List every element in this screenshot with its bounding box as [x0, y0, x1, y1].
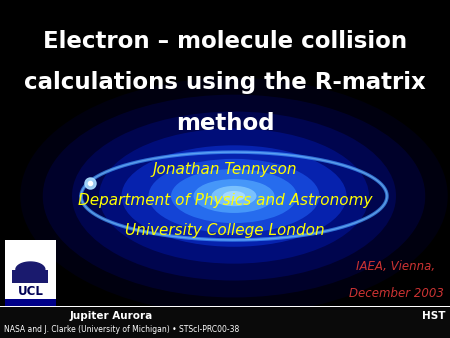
Text: Department of Physics and Astronomy: Department of Physics and Astronomy — [78, 193, 372, 208]
Ellipse shape — [171, 169, 297, 223]
Text: IAEA, Vienna,: IAEA, Vienna, — [356, 260, 436, 273]
Bar — [4, 299, 56, 306]
Ellipse shape — [122, 145, 346, 247]
Text: calculations using the R-matrix: calculations using the R-matrix — [24, 71, 426, 94]
Text: NASA and J. Clarke (University of Michigan) • STScI-PRC00-38: NASA and J. Clarke (University of Michig… — [4, 325, 240, 334]
Bar — [0, 306, 450, 307]
Bar — [0, 306, 450, 338]
Ellipse shape — [99, 128, 369, 264]
Text: UCL: UCL — [18, 285, 43, 298]
Ellipse shape — [223, 191, 245, 201]
Polygon shape — [16, 262, 45, 270]
Text: University College London: University College London — [125, 223, 325, 238]
Text: HST: HST — [422, 311, 446, 321]
Ellipse shape — [43, 95, 425, 297]
Text: December 2003: December 2003 — [349, 287, 443, 300]
Bar — [12, 270, 49, 283]
Text: Jonathan Tennyson: Jonathan Tennyson — [153, 162, 297, 177]
Ellipse shape — [194, 179, 274, 213]
Text: Electron – molecule collision: Electron – molecule collision — [43, 30, 407, 53]
Ellipse shape — [72, 112, 396, 281]
Bar — [4, 240, 56, 306]
Text: method: method — [176, 112, 274, 135]
Ellipse shape — [212, 186, 256, 206]
Ellipse shape — [20, 78, 448, 314]
Text: Jupiter Aurora: Jupiter Aurora — [70, 311, 153, 321]
Ellipse shape — [148, 159, 320, 233]
